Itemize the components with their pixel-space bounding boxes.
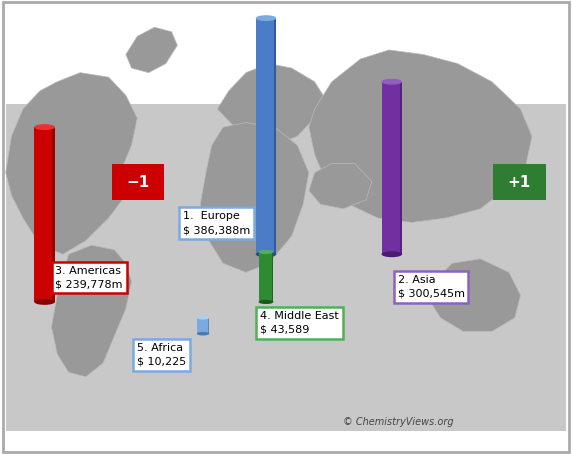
- Ellipse shape: [382, 252, 402, 257]
- FancyBboxPatch shape: [493, 164, 546, 200]
- Ellipse shape: [197, 316, 209, 320]
- Text: +1: +1: [508, 174, 531, 190]
- Bar: [197, 318, 209, 334]
- Bar: [400, 82, 402, 254]
- Text: −1: −1: [126, 174, 149, 190]
- FancyBboxPatch shape: [6, 104, 566, 431]
- Polygon shape: [6, 73, 137, 254]
- Bar: [208, 318, 209, 334]
- Text: 5. Africa
$ 10,225: 5. Africa $ 10,225: [137, 343, 186, 367]
- Polygon shape: [309, 163, 372, 209]
- Polygon shape: [217, 64, 326, 145]
- Text: 1.  Europe
$ 386,388m: 1. Europe $ 386,388m: [183, 211, 251, 235]
- Polygon shape: [429, 259, 521, 331]
- Ellipse shape: [382, 79, 402, 84]
- Ellipse shape: [256, 252, 276, 257]
- Text: 3. Americas
$ 239,778m: 3. Americas $ 239,778m: [55, 266, 123, 290]
- Text: © ChemistryViews.org: © ChemistryViews.org: [343, 417, 454, 427]
- Bar: [272, 252, 273, 302]
- Polygon shape: [126, 27, 177, 73]
- Bar: [382, 82, 402, 254]
- Ellipse shape: [256, 15, 276, 21]
- Text: 2. Asia
$ 300,545m: 2. Asia $ 300,545m: [398, 275, 464, 299]
- Bar: [259, 252, 273, 302]
- FancyBboxPatch shape: [112, 164, 164, 200]
- Polygon shape: [51, 245, 132, 377]
- Ellipse shape: [34, 299, 55, 305]
- Polygon shape: [309, 50, 532, 222]
- Bar: [256, 18, 276, 254]
- Bar: [274, 18, 276, 254]
- Text: 4. Middle East
$ 43,589: 4. Middle East $ 43,589: [260, 311, 339, 335]
- Ellipse shape: [197, 332, 209, 336]
- Bar: [34, 127, 55, 302]
- Ellipse shape: [259, 300, 273, 304]
- Ellipse shape: [34, 124, 55, 130]
- Ellipse shape: [259, 250, 273, 254]
- Bar: [53, 127, 55, 302]
- Polygon shape: [200, 123, 309, 272]
